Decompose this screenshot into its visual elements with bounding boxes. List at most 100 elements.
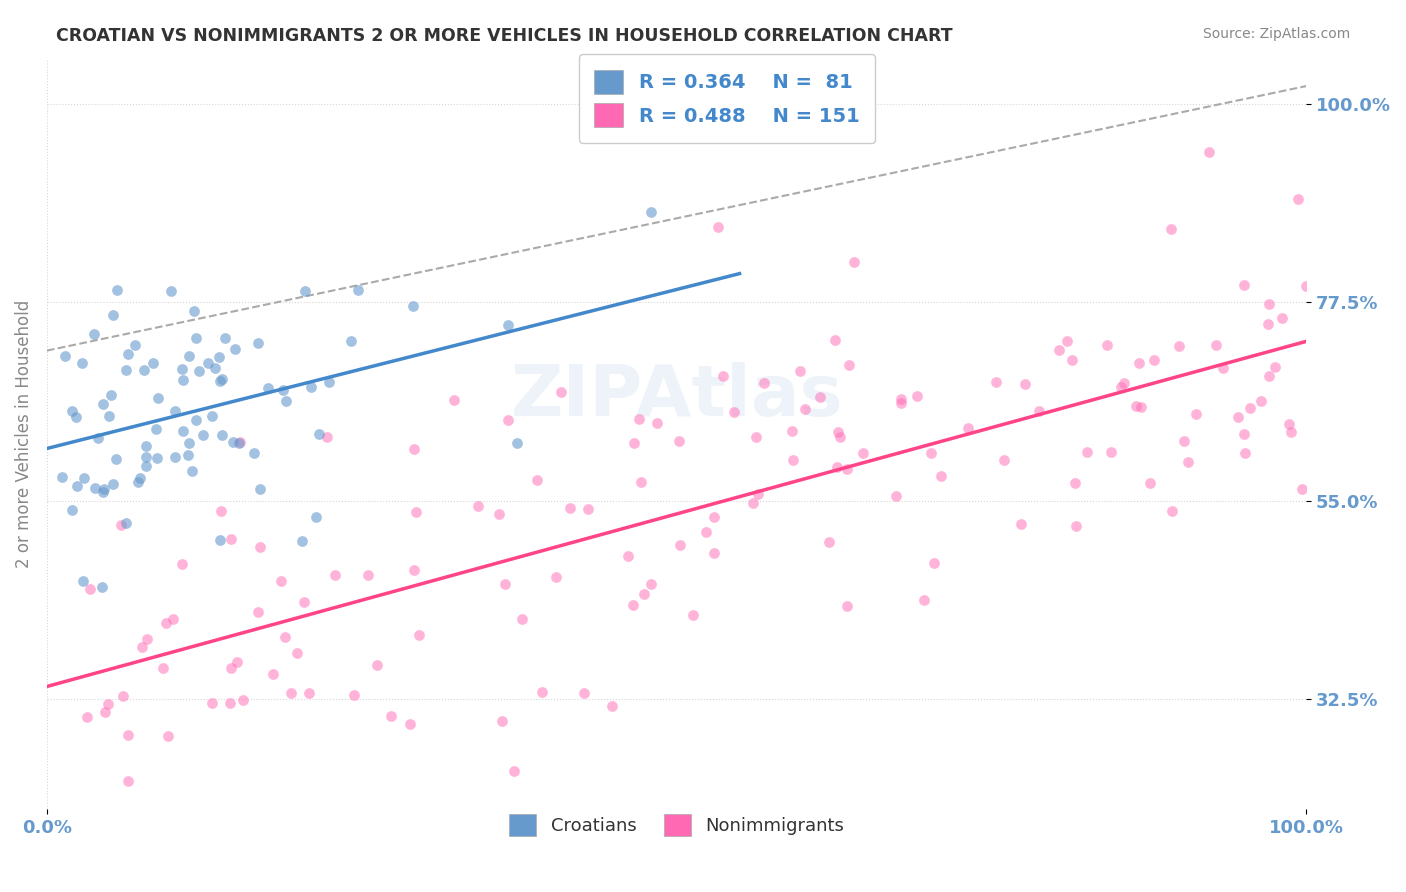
Point xyxy=(1234,446,1257,460)
Point xyxy=(243,446,266,460)
Point xyxy=(357,568,380,582)
Point xyxy=(135,439,157,453)
Point xyxy=(1143,352,1166,367)
Point xyxy=(1258,297,1281,311)
Point xyxy=(294,284,316,298)
Point xyxy=(209,504,232,518)
Point xyxy=(163,403,186,417)
Point xyxy=(274,631,297,645)
Point xyxy=(114,363,136,377)
Point xyxy=(219,661,242,675)
Point xyxy=(550,385,572,400)
Point xyxy=(366,657,388,672)
Point xyxy=(183,304,205,318)
Point xyxy=(404,442,426,456)
Point xyxy=(105,283,128,297)
Point xyxy=(380,708,402,723)
Point xyxy=(177,448,200,462)
Point xyxy=(1128,356,1150,370)
Point xyxy=(186,413,208,427)
Point xyxy=(101,308,124,322)
Point xyxy=(640,576,662,591)
Point xyxy=(630,475,652,490)
Point xyxy=(1047,343,1070,357)
Point xyxy=(285,646,308,660)
Point xyxy=(1139,475,1161,490)
Point xyxy=(70,356,93,370)
Point xyxy=(706,219,728,234)
Point xyxy=(1212,361,1234,376)
Point xyxy=(127,475,149,490)
Point xyxy=(510,612,533,626)
Point xyxy=(103,476,125,491)
Point xyxy=(298,686,321,700)
Point xyxy=(117,347,139,361)
Point xyxy=(402,563,425,577)
Point xyxy=(912,593,935,607)
Point xyxy=(835,462,858,476)
Point xyxy=(1239,401,1261,415)
Point xyxy=(922,556,945,570)
Point xyxy=(531,685,554,699)
Point xyxy=(162,612,184,626)
Point xyxy=(201,696,224,710)
Point xyxy=(246,605,269,619)
Point xyxy=(1056,334,1078,349)
Point xyxy=(1233,278,1256,293)
Point xyxy=(1076,445,1098,459)
Point xyxy=(1066,519,1088,533)
Point xyxy=(177,349,200,363)
Point xyxy=(852,446,875,460)
Point xyxy=(1099,445,1122,459)
Point xyxy=(558,500,581,515)
Point xyxy=(323,567,346,582)
Point xyxy=(129,471,152,485)
Point xyxy=(91,397,114,411)
Point xyxy=(703,510,725,524)
Point xyxy=(156,729,179,743)
Point xyxy=(308,426,330,441)
Text: ZIPAtlas: ZIPAtlas xyxy=(510,362,842,432)
Point xyxy=(117,728,139,742)
Point xyxy=(160,284,183,298)
Point xyxy=(187,364,209,378)
Point xyxy=(271,383,294,397)
Point xyxy=(467,500,489,514)
Point xyxy=(209,533,232,548)
Point xyxy=(723,405,745,419)
Point xyxy=(98,409,121,423)
Point xyxy=(232,693,254,707)
Point xyxy=(1233,427,1256,442)
Point xyxy=(229,435,252,450)
Point xyxy=(782,424,804,438)
Point xyxy=(177,436,200,450)
Point xyxy=(703,546,725,560)
Point xyxy=(695,525,717,540)
Point xyxy=(304,509,326,524)
Point xyxy=(1014,376,1036,391)
Point xyxy=(209,374,232,388)
Point xyxy=(1062,352,1084,367)
Point xyxy=(276,394,298,409)
Point xyxy=(53,349,76,363)
Point xyxy=(1010,517,1032,532)
Point xyxy=(1286,192,1309,206)
Point xyxy=(488,508,510,522)
Point xyxy=(669,538,692,552)
Point xyxy=(827,460,849,475)
Point xyxy=(633,587,655,601)
Point xyxy=(72,574,94,589)
Point xyxy=(224,342,246,356)
Point xyxy=(1198,145,1220,160)
Point xyxy=(1264,359,1286,374)
Text: Source: ZipAtlas.com: Source: ZipAtlas.com xyxy=(1202,27,1350,41)
Point xyxy=(170,558,193,572)
Point xyxy=(443,393,465,408)
Point xyxy=(808,391,831,405)
Point xyxy=(124,338,146,352)
Point xyxy=(343,688,366,702)
Point xyxy=(51,470,73,484)
Point xyxy=(219,696,242,710)
Point xyxy=(145,422,167,436)
Point xyxy=(576,502,599,516)
